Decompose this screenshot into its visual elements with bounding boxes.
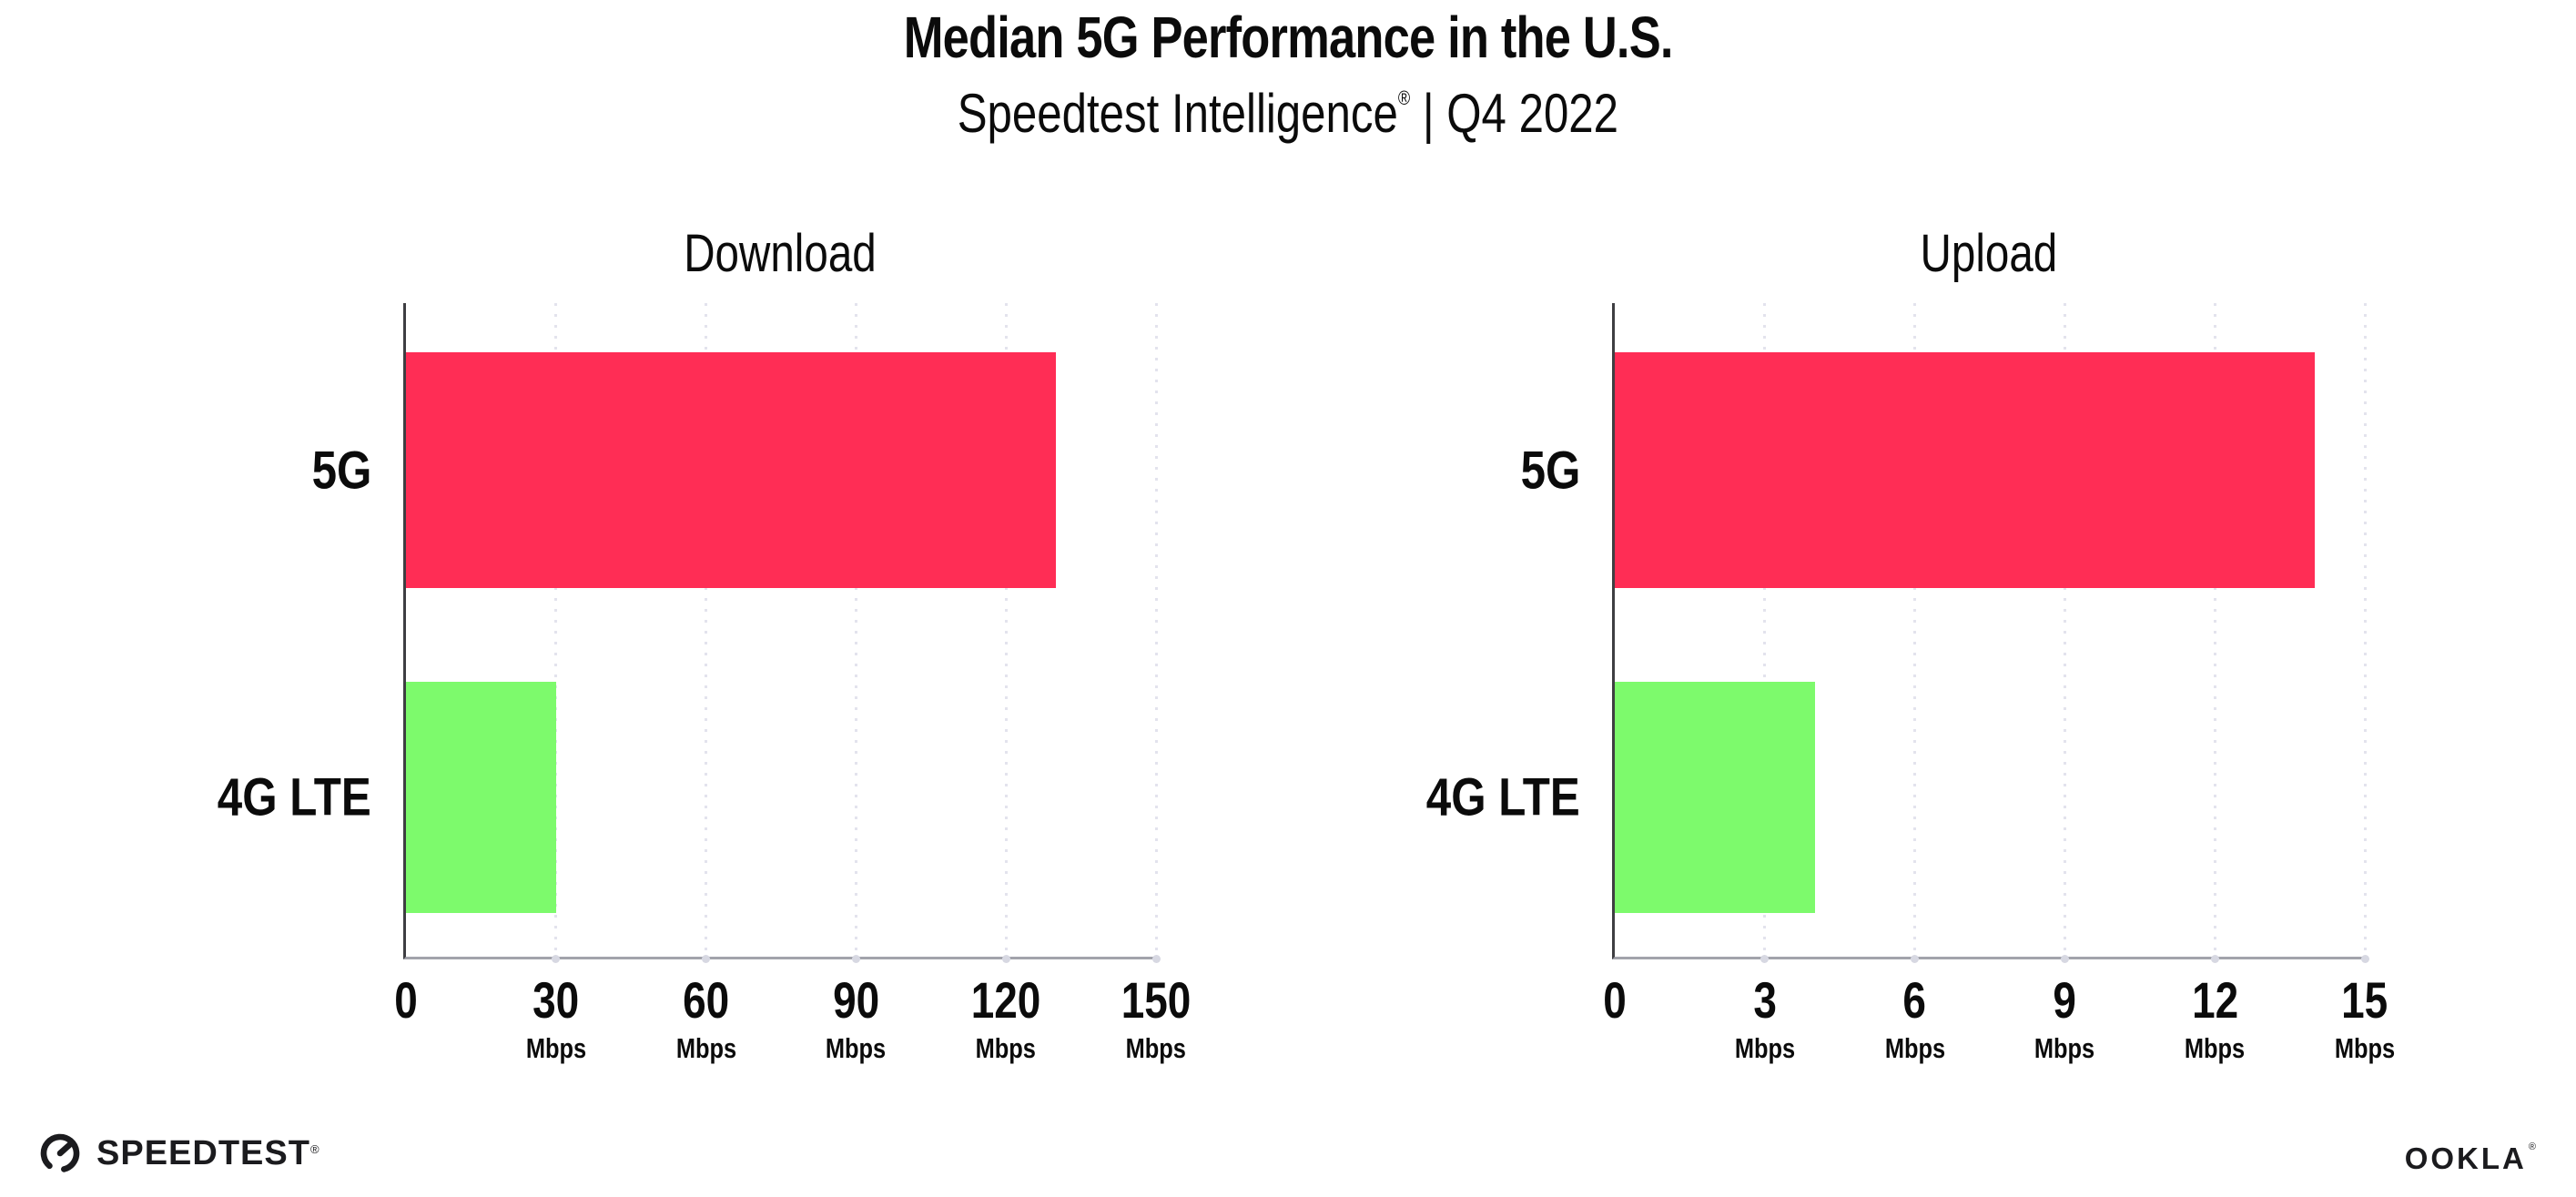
- x-axis-tick-unit: Mbps: [976, 1032, 1037, 1064]
- bar-4g-lte: [406, 682, 556, 913]
- x-axis-tick: 6 Mbps: [1878, 971, 1952, 1064]
- x-axis-tick-label: 0: [1603, 971, 1627, 1029]
- x-axis-tick: 30 Mbps: [519, 971, 593, 1064]
- x-axis-tick-unit: Mbps: [525, 1032, 586, 1064]
- gridline: [1001, 303, 1010, 963]
- x-axis-tick-label: 3: [1753, 971, 1777, 1029]
- chart-title-text: Download: [683, 224, 877, 283]
- x-axis-tick: 15 Mbps: [2328, 971, 2402, 1064]
- ookla-wordmark: OOKLA: [2404, 1141, 2527, 1175]
- chart-title: Upload: [1612, 228, 2365, 280]
- x-axis-tick-label: 15: [2341, 971, 2388, 1029]
- chart-title: Download: [403, 228, 1156, 280]
- category-label-5g: 5G: [1520, 441, 1580, 500]
- page-subtitle-text: Speedtest Intelligence® | Q4 2022: [958, 85, 1618, 142]
- download-chart: Download 0 30 Mbps 60 Mbps 90 Mbps 120 Mbps 150 Mb…: [185, 228, 1213, 1074]
- x-axis-tick-label: 9: [2053, 971, 2077, 1029]
- x-axis-tick-unit: Mbps: [826, 1032, 887, 1064]
- x-axis-tick: 3 Mbps: [1728, 971, 1801, 1064]
- gridline: [702, 303, 711, 963]
- subtitle-period: | Q4 2022: [1410, 83, 1619, 145]
- x-axis-tick: 12 Mbps: [2178, 971, 2252, 1064]
- subtitle-brand: Speedtest Intelligence: [957, 83, 1398, 145]
- gridline: [2060, 303, 2069, 963]
- bar-5g: [406, 352, 1057, 588]
- x-axis-tick-unit: Mbps: [675, 1032, 736, 1064]
- x-axis-tick-label: 0: [394, 971, 418, 1029]
- gridline: [1151, 303, 1161, 963]
- x-axis-tick-label: 6: [1902, 971, 1927, 1029]
- x-axis-tick-label: 150: [1121, 971, 1192, 1029]
- plot-area: 0 3 Mbps 6 Mbps 9 Mbps 12 Mbps 15 Mbps 5G 4G LTE: [1426, 303, 2395, 1062]
- x-axis-tick-label: 12: [2191, 971, 2238, 1029]
- gridline: [2360, 303, 2369, 963]
- speedtest-logo: SPEEDTEST®: [38, 1131, 319, 1175]
- x-axis-tick-label: 90: [832, 971, 879, 1029]
- x-axis-tick-label: 30: [532, 971, 580, 1029]
- plot-area: 0 30 Mbps 60 Mbps 90 Mbps 120 Mbps 150 Mbps 5G 4G LT…: [218, 303, 1191, 1062]
- ookla-registered-mark: ®: [2528, 1141, 2536, 1152]
- category-label-5g: 5G: [311, 441, 371, 500]
- upload-chart: Upload 0 3 Mbps 6 Mbps 9 Mbps 12 Mbps 15 Mbps 5G 4G …: [1394, 228, 2422, 1074]
- page-subtitle: Speedtest Intelligence® | Q4 2022: [0, 85, 2576, 142]
- x-axis-tick-unit: Mbps: [2334, 1032, 2396, 1064]
- category-label-4g-lte: 4G LTE: [218, 767, 371, 827]
- subtitle-registered-mark: ®: [1397, 86, 1411, 110]
- x-axis-tick: 150 Mbps: [1113, 971, 1198, 1064]
- x-axis-tick-unit: Mbps: [1734, 1032, 1795, 1064]
- bar-5g: [1615, 352, 2316, 588]
- gridline: [851, 303, 860, 963]
- x-axis-tick-unit: Mbps: [1125, 1032, 1187, 1064]
- x-axis-tick-label: 60: [683, 971, 730, 1029]
- gridline: [2210, 303, 2219, 963]
- speedtest-registered-mark: ®: [309, 1142, 319, 1156]
- category-label-4g-lte: 4G LTE: [1426, 767, 1580, 827]
- x-axis-tick: 120 Mbps: [963, 971, 1048, 1064]
- x-axis-tick: 60 Mbps: [669, 971, 743, 1064]
- x-axis-tick: 90 Mbps: [819, 971, 893, 1064]
- page-title: Median 5G Performance in the U.S.: [0, 5, 2576, 70]
- header: Median 5G Performance in the U.S. Speedt…: [0, 5, 2576, 142]
- x-axis-tick-label: 120: [970, 971, 1041, 1029]
- x-axis-tick-unit: Mbps: [2185, 1032, 2246, 1064]
- x-axis-tick: 0: [1600, 975, 1628, 1026]
- x-axis-tick-unit: Mbps: [2034, 1032, 2095, 1064]
- speedtest-gauge-icon: [40, 1133, 80, 1173]
- chart-title-text: Upload: [1920, 224, 2057, 283]
- x-axis-tick-unit: Mbps: [1884, 1032, 1945, 1064]
- page-title-text: Median 5G Performance in the U.S.: [903, 5, 1674, 70]
- speedtest-wordmark: SPEEDTEST: [96, 1134, 310, 1172]
- ookla-logo: OOKLA ®: [2404, 1141, 2536, 1175]
- gridline: [1760, 303, 1770, 963]
- gridline: [552, 303, 561, 963]
- x-axis-tick: 9 Mbps: [2028, 971, 2102, 1064]
- bar-4g-lte: [1615, 682, 1815, 913]
- x-axis-tick: 0: [391, 975, 420, 1026]
- gridline: [1911, 303, 1920, 963]
